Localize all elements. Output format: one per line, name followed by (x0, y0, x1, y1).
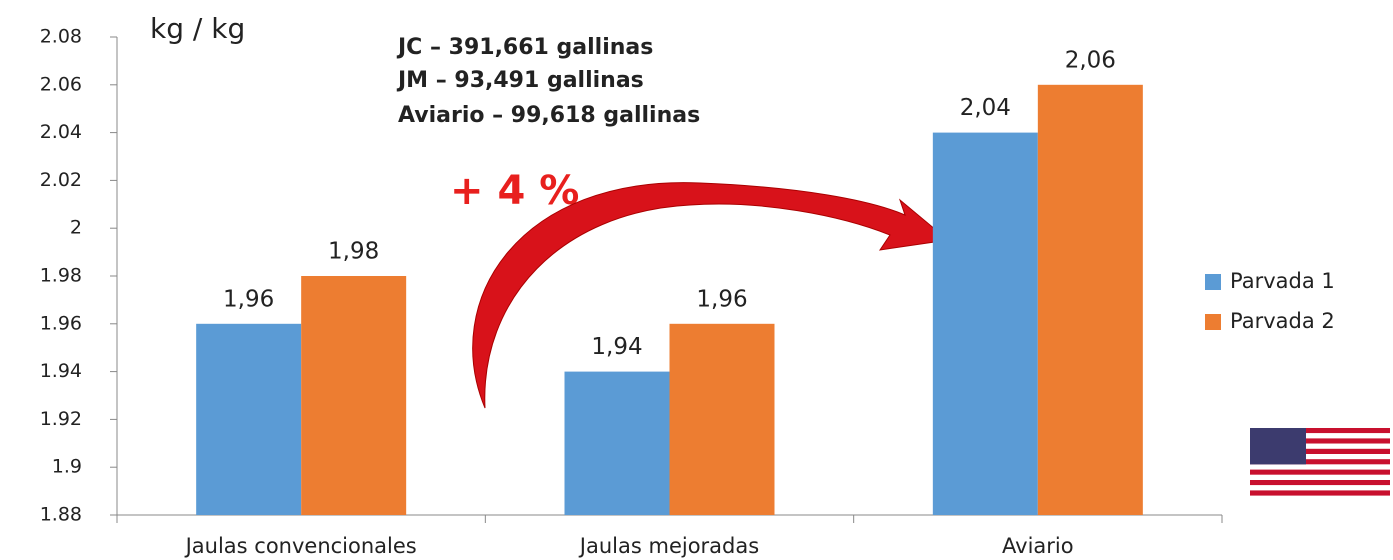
y-tick-label: 1.9 (52, 456, 82, 478)
y-tick-label: 2 (70, 217, 82, 239)
y-tick-label: 1.88 (40, 504, 82, 526)
curved-arrow (472, 182, 950, 409)
annotation: + 4 % (450, 168, 579, 214)
value-label: 1,96 (223, 286, 274, 312)
legend-swatch (1205, 274, 1221, 290)
flag-stripe (1250, 438, 1390, 444)
flag-stripe (1250, 469, 1390, 475)
y-tick-label: 2.06 (40, 73, 82, 95)
flag-stripe (1250, 448, 1390, 454)
value-label: 1,98 (328, 239, 379, 265)
bar (301, 276, 407, 515)
x-tick-label: Aviario (1002, 534, 1074, 558)
x-tick-label: Jaulas convencionales (184, 534, 417, 558)
x-tick-label: Jaulas mejoradas (578, 534, 759, 558)
y-tick-label: 1.92 (40, 408, 82, 430)
y-tick-label: 1.96 (40, 312, 82, 334)
flag-stripe (1250, 485, 1390, 491)
legend-swatch (1205, 314, 1221, 330)
flag-stripe (1250, 459, 1390, 465)
y-tick-label: 2.08 (40, 26, 82, 48)
y-axis-label: kg / kg (150, 12, 245, 45)
bar (564, 371, 670, 515)
flag-stripe (1250, 433, 1390, 439)
us-flag (1250, 428, 1390, 496)
flag-stripe (1250, 480, 1390, 486)
y-tick-label: 1.94 (40, 360, 82, 382)
bar (932, 132, 1038, 515)
bar (1037, 84, 1143, 516)
y-tick-label: 1.98 (40, 265, 82, 287)
annotation: JC – 391,661 gallinas (396, 35, 653, 60)
value-label: 2,06 (1065, 47, 1116, 73)
value-label: 2,04 (960, 95, 1011, 121)
y-tick-label: 2.02 (40, 169, 82, 191)
flag-stripe (1250, 443, 1390, 449)
bar (669, 323, 775, 515)
flag-canton (1250, 428, 1306, 465)
flag-stripe (1250, 474, 1390, 480)
value-label: 1,96 (696, 286, 747, 312)
flag-stripe (1250, 428, 1390, 434)
value-label: 1,94 (591, 334, 642, 360)
legend-label: Parvada 2 (1230, 309, 1335, 333)
legend-label: Parvada 1 (1230, 269, 1335, 293)
annotation: JM – 93,491 gallinas (396, 68, 644, 93)
bar (196, 323, 302, 515)
flag-stripe (1250, 490, 1390, 496)
annotation: Aviario – 99,618 gallinas (398, 103, 700, 128)
y-tick-label: 2.04 (40, 121, 82, 143)
flag-stripe (1250, 454, 1390, 460)
flag-stripe (1250, 464, 1390, 470)
